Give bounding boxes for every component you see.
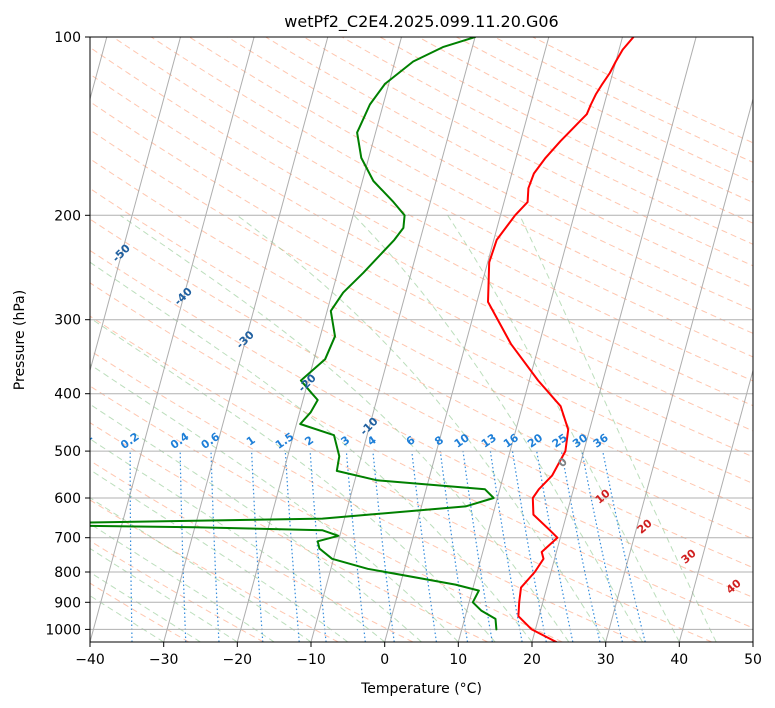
x-tick-label: 10: [449, 652, 467, 668]
x-tick-label: 40: [670, 652, 688, 668]
moist-adiabat: [519, 215, 717, 642]
y-tick-label: 900: [54, 595, 81, 611]
plot-background: [90, 37, 753, 642]
y-tick-label: 300: [54, 313, 81, 329]
x-tick-label: 20: [523, 652, 541, 668]
mixing-ratio-line: [560, 450, 601, 642]
mixing-ratio-line: [345, 451, 366, 642]
chart-title: wetPf2_C2E4.2025.099.11.20.G06: [284, 12, 558, 32]
dry-adiabat: [90, 46, 753, 407]
mixing-ratio-label: 0.1: [71, 430, 94, 452]
isotherm-line: [384, 37, 550, 642]
isotherm-line: [678, 368, 753, 642]
mixing-ratio-line: [489, 451, 523, 642]
moist-adiabat: [90, 571, 201, 642]
mixing-ratio-line: [439, 451, 469, 642]
moist-adiabat: [90, 438, 386, 642]
pressure-gridlines: [90, 37, 753, 630]
mixing-ratio-line: [511, 451, 547, 642]
dry-adiabat: [90, 349, 638, 642]
y-tick-label: 600: [54, 491, 81, 507]
dry-adiabat: [265, 37, 753, 289]
temperature-profile: [487, 37, 635, 642]
x-tick-label: −30: [149, 652, 179, 668]
y-tick-label: 400: [54, 387, 81, 403]
isotherm-line: [90, 37, 255, 642]
isotherm-line: [236, 37, 402, 642]
y-tick-label: 500: [54, 444, 81, 460]
x-tick-label: −10: [296, 652, 326, 668]
dry-adiabat: [90, 460, 414, 642]
x-tick-label: 50: [744, 652, 762, 668]
dry-adiabat: [532, 37, 753, 144]
dry-adiabat: [90, 218, 753, 569]
dry-adiabat: [341, 37, 753, 245]
moist-adiabat: [236, 214, 607, 642]
y-axis: 100 200 300 400 500 600 700 800 900 1000: [45, 30, 90, 638]
y-tick-label: 100: [54, 30, 81, 46]
x-axis-label: Temperature (°C): [360, 681, 482, 697]
moist-adiabat: [90, 595, 164, 642]
y-tick-label: 700: [54, 531, 81, 547]
x-tick-label: 30: [597, 652, 615, 668]
isotherm-label: -70: [0, 155, 9, 178]
isotherm-line: [605, 97, 753, 642]
dry-adiabat: [303, 37, 753, 267]
isotherm-line: [310, 37, 476, 642]
dry-adiabat: [90, 73, 753, 432]
isotherm-line: [90, 37, 181, 373]
x-tick-label: −40: [75, 652, 105, 668]
isotherm-line: [752, 640, 753, 642]
profile-lines: [90, 37, 635, 642]
moist-adiabat: [447, 215, 680, 642]
isotherm-line: [457, 37, 623, 642]
dry-adiabat: [90, 315, 712, 642]
moist-adiabat: [353, 214, 643, 642]
mixing-ratio-line: [372, 451, 395, 642]
background-lines: [82, 37, 753, 642]
y-tick-label: 200: [54, 208, 81, 224]
dry-adiabat: [494, 37, 753, 163]
mixing-ratio-line: [581, 450, 623, 642]
dry-adiabat: [90, 101, 753, 458]
mixing-ratio-line: [602, 450, 646, 642]
y-tick-label: 1000: [45, 622, 81, 638]
dry-adiabat: [150, 37, 753, 358]
moist-adiabat: [90, 497, 312, 642]
dewpoint-profile: [90, 37, 498, 631]
mixing-ratio-line: [82, 451, 84, 642]
isotherm-line: [163, 37, 329, 642]
dry-adiabat: [90, 540, 264, 642]
moist-adiabat: [90, 363, 459, 642]
plot-frame: [89, 36, 754, 643]
dry-adiabat: [456, 37, 753, 183]
isotherm-line: [531, 37, 697, 642]
mixing-ratio-line: [536, 450, 574, 642]
x-tick-label: 0: [380, 652, 389, 668]
y-tick-label: 800: [54, 565, 81, 581]
dry-adiabat: [418, 37, 753, 204]
dry-adiabat: [90, 129, 753, 485]
x-tick-label: −20: [223, 652, 253, 668]
dry-adiabat: [112, 37, 753, 382]
moist-adiabat: [90, 261, 533, 642]
dry-adiabat: [227, 37, 753, 311]
mixing-ratio-line: [462, 451, 493, 642]
y-axis-label: Pressure (hPa): [12, 290, 28, 390]
x-axis: −40 −30 −20 −10 0 10 20 30 40 50: [75, 642, 762, 668]
moist-adiabat: [90, 317, 496, 642]
dry-adiabat: [379, 37, 753, 224]
